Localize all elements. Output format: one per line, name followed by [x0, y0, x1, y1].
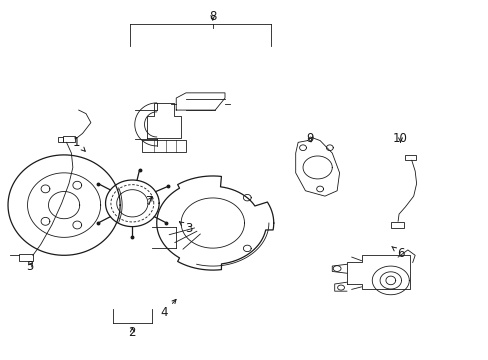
Text: 10: 10 — [392, 132, 407, 145]
Text: 2: 2 — [128, 326, 136, 339]
Text: 6: 6 — [391, 247, 404, 260]
Text: 4: 4 — [160, 300, 176, 319]
Bar — [19, 253, 33, 261]
Bar — [58, 136, 63, 141]
Text: 8: 8 — [209, 10, 216, 23]
Text: 3: 3 — [179, 222, 192, 235]
Bar — [390, 222, 404, 228]
Bar — [63, 136, 75, 142]
Text: 9: 9 — [306, 132, 313, 145]
Text: 1: 1 — [72, 136, 85, 151]
Bar — [405, 155, 415, 160]
Text: 5: 5 — [26, 260, 34, 273]
Text: 7: 7 — [145, 195, 153, 208]
